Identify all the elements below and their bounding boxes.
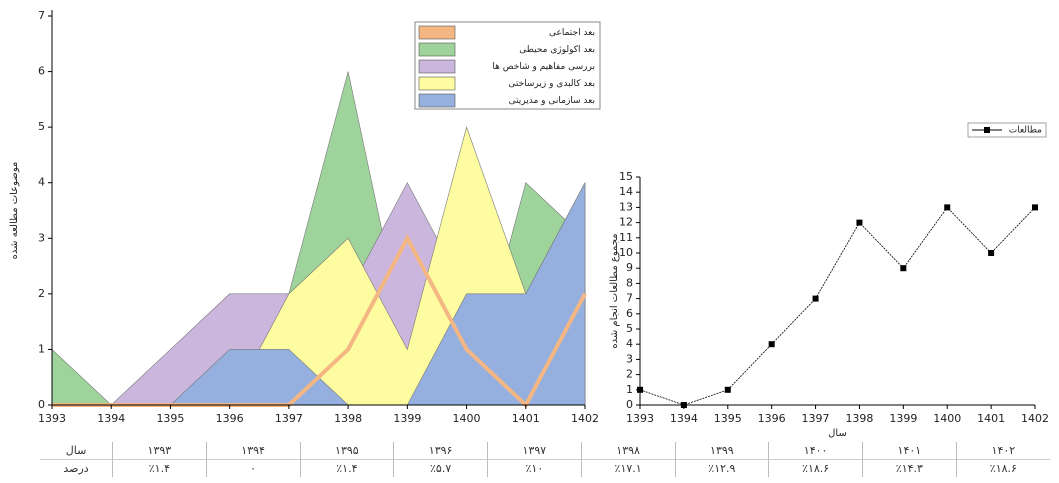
x-tick-label: 1400 [453, 412, 481, 425]
legend-label: بعد کالبدی و زیرساختی [508, 79, 595, 89]
table-cell: سال [40, 442, 113, 460]
x-tick-label: 1402 [571, 412, 599, 425]
point-marker [856, 219, 863, 226]
point-marker [637, 386, 643, 393]
point-marker [812, 295, 819, 302]
table-cell: ٪۱.۴ [112, 459, 207, 477]
series-line [639, 206, 1036, 406]
y-tick-label: 11 [619, 231, 633, 244]
y-tick-label: 10 [619, 246, 633, 259]
table-cell: ۱۳۹۹ [674, 442, 769, 460]
table-cell: ۱۳۹۶ [393, 442, 488, 460]
table-cell: ٪۱۴.۳ [862, 459, 957, 477]
y-axis-title: مجموع مطالعات انجام شده [609, 233, 620, 348]
table-cell: ٪۱۲.۹ [674, 459, 769, 477]
y-tick-label: 9 [626, 261, 633, 274]
legend-swatch [418, 42, 456, 57]
y-tick-label: 15 [619, 170, 633, 183]
x-tick-label: 1396 [216, 412, 244, 425]
point-marker [1032, 204, 1038, 211]
table-cell: ٪۱۸.۶ [955, 459, 1050, 477]
y-axis-title: موضوعات مطالعه شده [9, 162, 20, 260]
legend-swatch [418, 25, 456, 40]
table-row: سال ۱۳۹۳ ۱۳۹۴ ۱۳۹۵ ۱۳۹۶ ۱۳۹۷ ۱۳۹۸ ۱۳۹۹ ۱۴۰۰ ۱۴۰۱ ۱… [40, 442, 1050, 460]
table-cell: ٪۵.۷ [393, 459, 488, 477]
table-cell: ۱۳۹۷ [487, 442, 582, 460]
x-tick-label: 1397 [275, 412, 303, 425]
percent-table: سال ۱۳۹۳ ۱۳۹۴ ۱۳۹۵ ۱۳۹۶ ۱۳۹۷ ۱۳۹۸ ۱۳۹۹ ۱۴۰۰ ۱۴۰۱ ۱… [40, 442, 1050, 477]
x-tick-label: 1394 [670, 412, 698, 425]
point-marker [768, 341, 775, 348]
table-cell: ٪۱.۴ [299, 459, 394, 477]
y-tick-label: 1 [626, 383, 633, 396]
table-cell: درصد [63, 462, 89, 475]
x-tick-label: 1396 [758, 412, 786, 425]
legend-swatch [418, 76, 456, 91]
table-cell: ۱۳۹۳ [112, 442, 207, 460]
table-cell: ۱۴۰۰ [768, 442, 863, 460]
point-marker [680, 402, 687, 408]
y-tick-label: 0 [38, 398, 45, 411]
x-tick-label: 1401 [977, 412, 1005, 425]
y-tick-label: 4 [626, 337, 633, 350]
table-cell: ٪۱۷.۱ [580, 459, 675, 477]
table-cell: ۱۴۰۲ [955, 442, 1050, 460]
legend-swatch [418, 93, 456, 108]
x-tick-label: 1398 [845, 412, 873, 425]
table-cell: ۰ [205, 459, 300, 477]
y-tick-label: 5 [626, 322, 633, 335]
x-tick-label: 1402 [1021, 412, 1049, 425]
y-tick-label: 3 [626, 352, 633, 365]
y-tick-label: 13 [619, 200, 633, 213]
legend-box [967, 122, 1047, 138]
y-tick-label: 0 [626, 398, 633, 411]
point-marker [724, 386, 731, 393]
y-tick-label: 2 [38, 287, 45, 300]
x-tick-label: 1395 [714, 412, 742, 425]
table-cell: ٪۱۸.۶ [768, 459, 863, 477]
legend-label: بررسی مفاهیم و شاخص ها [492, 62, 595, 72]
point-marker [944, 204, 951, 211]
y-tick-label: 7 [626, 292, 633, 305]
y-tick-label: 8 [626, 276, 633, 289]
x-tick-label: 1401 [512, 412, 540, 425]
y-tick-label: 5 [38, 120, 45, 133]
table-cell: ۱۴۰۱ [862, 442, 957, 460]
y-tick-label: 6 [38, 65, 45, 78]
legend-label: مطالعات [1009, 126, 1042, 136]
point-marker [900, 265, 907, 272]
legend-swatch [418, 59, 456, 74]
y-tick-label: 7 [38, 9, 45, 22]
x-tick-label: 1393 [38, 412, 66, 425]
table-cell: ۱۳۹۴ [205, 442, 300, 460]
legend-marker [984, 127, 990, 133]
y-tick-label: 3 [38, 231, 45, 244]
y-tick-label: 6 [626, 307, 633, 320]
x-tick-label: 1400 [933, 412, 961, 425]
table-row: درصد ٪۱.۴ ۰ ٪۱.۴ ٪۵.۷ ٪۱۰ ٪۱۷.۱ ٪۱۲.۹ ٪۱۸.۶ ٪۱۴.۳… [40, 459, 1050, 477]
legend-label: بعد اکولوژی محیطی [519, 45, 595, 55]
table-cell: ۱۳۹۸ [580, 442, 675, 460]
x-tick-label: 1399 [393, 412, 421, 425]
x-tick-label: 1394 [97, 412, 125, 425]
y-tick-label: 1 [38, 342, 45, 355]
y-tick-label: 4 [38, 176, 45, 189]
legend-label: بعد اجتماعی [549, 28, 595, 38]
x-tick-label: 1398 [334, 412, 362, 425]
point-marker [988, 250, 995, 256]
x-axis-title: سال [828, 428, 847, 439]
y-tick-label: 12 [619, 216, 633, 229]
x-tick-label: 1399 [889, 412, 917, 425]
y-tick-label: 2 [626, 368, 633, 381]
table-cell: ٪۱۰ [487, 459, 582, 477]
x-tick-label: 1397 [802, 412, 830, 425]
y-tick-label: 14 [619, 185, 633, 198]
x-tick-label: 1393 [626, 412, 654, 425]
table-cell: ۱۳۹۵ [299, 442, 394, 460]
legend-label: بعد سازمانی و مدیریتی [509, 96, 595, 106]
x-tick-label: 1395 [156, 412, 184, 425]
